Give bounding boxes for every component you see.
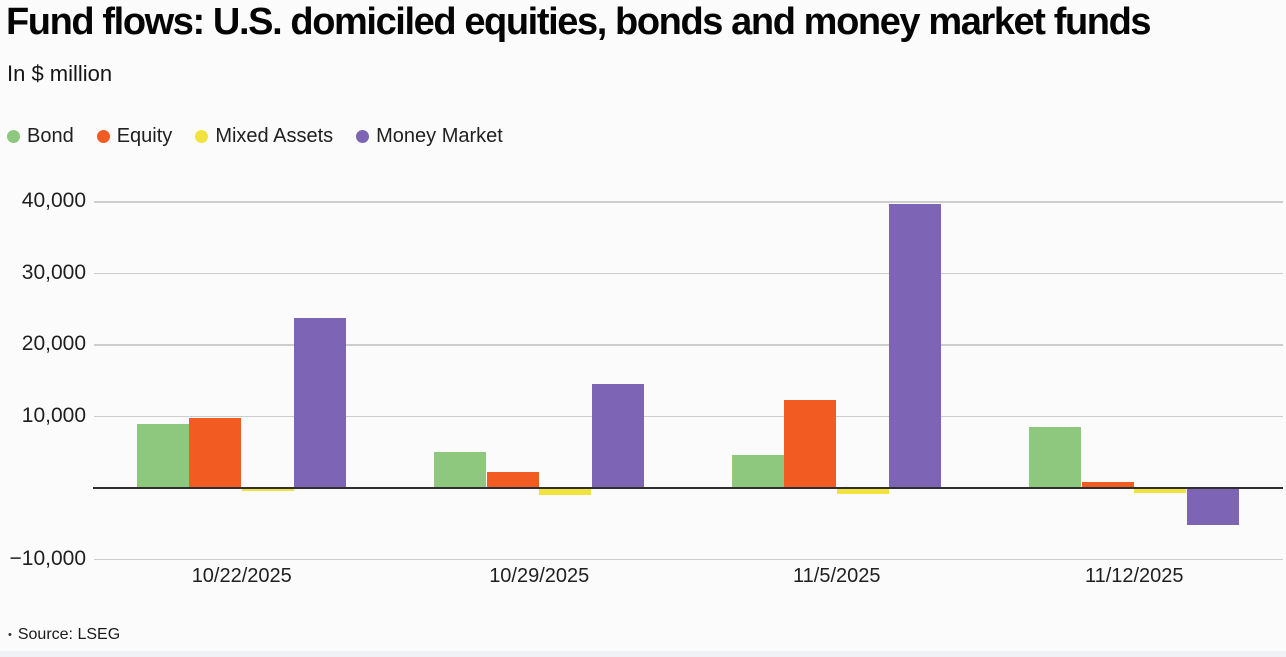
bar-equity-11-12-2025 xyxy=(1081,481,1134,488)
legend-label: Bond xyxy=(27,125,74,147)
bar-money-market-10-29-2025 xyxy=(591,384,644,488)
legend-item-mixed-assets: Mixed Assets xyxy=(195,125,333,148)
legend-label: Equity xyxy=(116,125,173,147)
legend-label: Mixed Assets xyxy=(215,125,334,147)
source-label: Source: LSEG xyxy=(17,626,121,643)
legend-item-money-market: Money Market xyxy=(356,125,503,148)
bar-money-market-11-12-2025 xyxy=(1186,489,1239,526)
legend: Bond Equity Mixed Assets Money Market xyxy=(7,125,503,148)
bar-equity-10-22-2025 xyxy=(189,417,242,488)
legend-item-bond: Bond xyxy=(7,125,74,148)
chart-subtitle: In $ million xyxy=(7,61,113,86)
mixed-assets-dot-icon xyxy=(195,130,209,143)
x-axis-line xyxy=(93,486,1283,490)
legend-label: Money Market xyxy=(376,125,503,147)
bar-bond-11-5-2025 xyxy=(731,455,784,488)
bar-mixed-assets-11-5-2025 xyxy=(836,489,889,494)
bar-money-market-10-22-2025 xyxy=(294,317,347,488)
bond-dot-icon xyxy=(7,130,20,143)
y-tick-label: 10,000 xyxy=(21,403,86,427)
bar-bond-10-22-2025 xyxy=(136,424,189,488)
bar-mixed-assets-10-29-2025 xyxy=(539,489,592,495)
bottom-strip xyxy=(0,651,1286,657)
x-tick-label: 11/12/2025 xyxy=(1084,565,1184,587)
bullet-icon: • xyxy=(8,628,12,641)
y-tick-label: −10,000 xyxy=(9,546,87,570)
bar-bond-11-12-2025 xyxy=(1029,426,1082,488)
y-tick-label: 20,000 xyxy=(21,332,86,355)
gridline-30000 xyxy=(94,272,1283,275)
bar-equity-11-5-2025 xyxy=(784,400,837,488)
bar-bond-10-29-2025 xyxy=(434,452,487,488)
y-tick-label: 40,000 xyxy=(21,189,86,212)
chart-title: Fund flows: U.S. domiciled equities, bon… xyxy=(6,1,1152,43)
gridline-10000 xyxy=(94,415,1283,418)
gridline--10000 xyxy=(94,558,1283,561)
legend-item-equity: Equity xyxy=(96,125,173,148)
gridline-20000 xyxy=(94,344,1283,346)
money-market-dot-icon xyxy=(356,130,370,143)
y-tick-label: 30,000 xyxy=(21,260,86,284)
bar-mixed-assets-10-22-2025 xyxy=(241,489,294,492)
x-tick-label: 10/22/2025 xyxy=(191,565,292,587)
equity-dot-icon xyxy=(96,130,110,143)
gridline-40000 xyxy=(94,201,1283,203)
source-note: • Source: LSEG xyxy=(8,626,120,644)
x-tick-label: 10/29/2025 xyxy=(489,565,590,587)
bar-money-market-11-5-2025 xyxy=(889,204,942,488)
bar-mixed-assets-11-12-2025 xyxy=(1134,489,1187,494)
x-tick-label: 11/5/2025 xyxy=(793,565,881,587)
bar-equity-10-29-2025 xyxy=(486,471,539,488)
